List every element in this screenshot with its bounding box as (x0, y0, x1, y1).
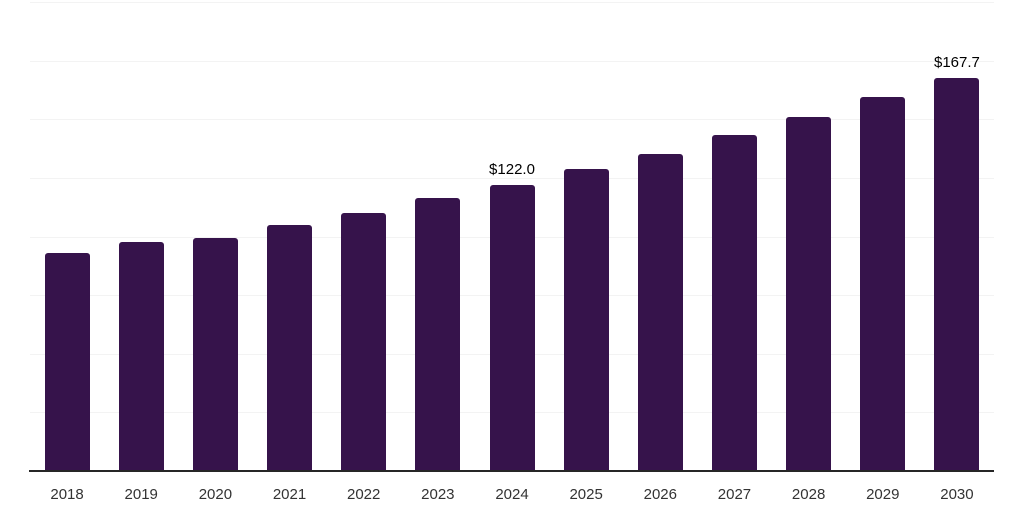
gridline (30, 177, 994, 179)
plot-area: $122.0 $167.7 (30, 2, 994, 471)
bar-2027 (711, 134, 757, 471)
bar-2028 (786, 116, 832, 471)
bar-2030 (934, 77, 980, 471)
bar-2026 (637, 153, 683, 471)
x-tick-label-2024: 2024 (495, 486, 529, 503)
bar-2025 (563, 169, 609, 471)
x-tick-label-2020: 2020 (198, 486, 233, 503)
bar-2021 (267, 225, 313, 471)
x-tick-label-2022: 2022 (347, 486, 381, 503)
x-tick-label-2027: 2027 (717, 486, 752, 503)
bar-2018 (44, 252, 90, 471)
x-tick-label-2028: 2028 (791, 486, 826, 503)
x-tick-label-2019: 2019 (124, 486, 158, 503)
x-tick-label-2018: 2018 (50, 486, 84, 503)
x-tick-label-2025: 2025 (569, 486, 603, 503)
x-tick-label-2029: 2029 (866, 486, 900, 503)
bar-2019 (118, 242, 164, 471)
bar-2029 (860, 96, 906, 471)
gridline (30, 2, 994, 3)
x-tick-label-2021: 2021 (272, 486, 307, 503)
bar-2020 (192, 238, 238, 471)
bar-2023 (415, 197, 461, 471)
bar-value-label-2030: $167.7 (933, 53, 980, 71)
bar-2022 (341, 212, 387, 471)
x-tick-label-2023: 2023 (421, 486, 455, 503)
x-tick-label-2030: 2030 (940, 486, 974, 503)
x-axis-labels: 2018 2019 2020 2021 2022 2023 2024 2025 2026 2027… (30, 486, 994, 506)
x-tick-label-2026: 2026 (643, 486, 677, 503)
bar-value-label-2024: $122.0 (489, 160, 535, 178)
gridline (30, 119, 994, 121)
gridline (30, 60, 994, 62)
bar-2024 (489, 184, 535, 471)
x-axis-line (29, 470, 994, 472)
